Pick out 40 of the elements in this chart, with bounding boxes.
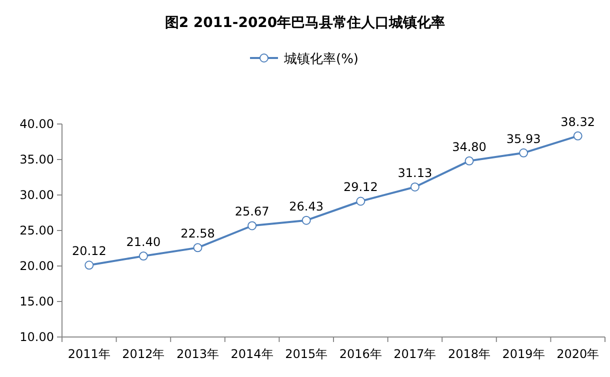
y-tick-label: 25.00 bbox=[20, 224, 54, 238]
data-label: 34.80 bbox=[452, 140, 486, 154]
point bbox=[464, 156, 474, 166]
data-label: 25.67 bbox=[234, 204, 270, 219]
x-tick-label: 2017年 bbox=[394, 347, 436, 361]
point bbox=[573, 131, 582, 140]
x-tick-label: 2016年 bbox=[339, 347, 382, 361]
x-tick-label: 2019年 bbox=[502, 347, 545, 361]
data-label: 26.43 bbox=[289, 199, 324, 214]
data-label: 35.93 bbox=[506, 132, 541, 146]
point bbox=[84, 260, 94, 270]
point bbox=[248, 221, 257, 230]
chart-title: 图2 2011-2020年巴马县常住人口城镇化率 bbox=[164, 14, 446, 31]
x-tick-label: 2014年 bbox=[230, 347, 274, 361]
data-label: 31.13 bbox=[398, 166, 432, 180]
x-tick-label: 2020年 bbox=[556, 347, 600, 361]
point bbox=[519, 148, 528, 158]
point bbox=[193, 243, 202, 252]
data-label: 21.40 bbox=[126, 235, 161, 250]
x-tick-label: 2018年 bbox=[448, 347, 491, 361]
point bbox=[138, 252, 148, 261]
y-tick-label: 20.00 bbox=[20, 259, 54, 273]
data-label: 20.12 bbox=[72, 244, 106, 258]
y-tick-label: 10.00 bbox=[20, 330, 54, 344]
point bbox=[410, 182, 420, 192]
y-tick-label: 35.00 bbox=[20, 152, 54, 166]
data-label: 29.12 bbox=[343, 180, 378, 194]
y-tick-label: 40.00 bbox=[20, 117, 54, 131]
point bbox=[356, 196, 366, 206]
y-tick-label: 30.00 bbox=[20, 188, 54, 202]
legend: 城镇化率(%) bbox=[250, 52, 358, 67]
x-tick-label: 2011年 bbox=[68, 347, 110, 361]
legend-label: 城镇化率(%) bbox=[283, 51, 358, 67]
point bbox=[302, 216, 311, 225]
x-tick-label: 2012年 bbox=[122, 347, 165, 361]
x-tick-label: 2015年 bbox=[285, 347, 328, 361]
data-label: 38.32 bbox=[560, 114, 596, 129]
data-label: 22.58 bbox=[180, 226, 215, 241]
y-tick-label: 15.00 bbox=[20, 294, 54, 308]
x-tick-label: 2013年 bbox=[176, 347, 220, 361]
